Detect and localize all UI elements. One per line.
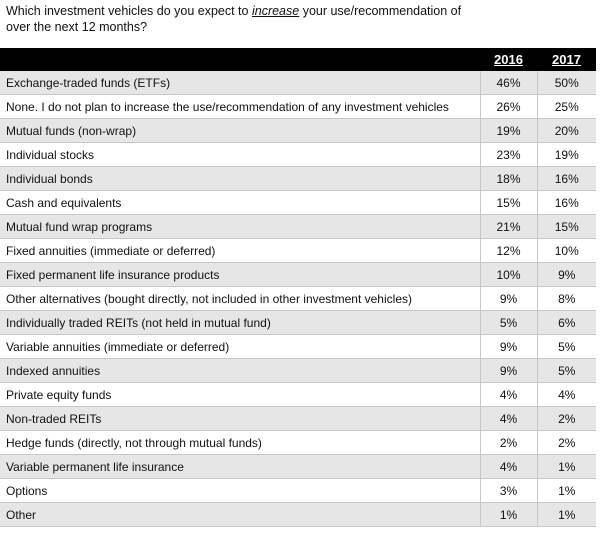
table-row: Hedge funds (directly, not through mutua… — [0, 430, 596, 455]
value-2016: 9% — [479, 334, 537, 359]
value-2017: 8% — [536, 286, 596, 311]
value-2017: 9% — [536, 262, 596, 287]
value-2016: 4% — [479, 406, 537, 431]
value-2016: 18% — [479, 166, 537, 191]
value-2017: 10% — [536, 238, 596, 263]
question-post: your use/recommendation of over the next… — [6, 4, 462, 34]
value-2016: 3% — [479, 478, 537, 503]
row-label: Other — [0, 502, 480, 527]
value-2017: 4% — [536, 382, 596, 407]
value-2016: 9% — [479, 286, 537, 311]
value-2016: 23% — [479, 142, 537, 167]
table-row: Other alternatives (bought directly, not… — [0, 286, 596, 311]
value-2017: 15% — [536, 214, 596, 239]
question-emphasis: increase — [251, 4, 300, 18]
value-2017: 50% — [536, 71, 596, 95]
value-2017: 2% — [536, 406, 596, 431]
value-2017: 2% — [536, 430, 596, 455]
row-label: Cash and equivalents — [0, 190, 480, 215]
question-text: Which investment vehicles do you expect … — [6, 3, 476, 35]
value-2017: 6% — [536, 310, 596, 335]
value-2016: 2% — [479, 430, 537, 455]
value-2016: 1% — [479, 502, 537, 527]
value-2017: 1% — [536, 502, 596, 527]
value-2016: 26% — [479, 94, 537, 119]
value-2017: 16% — [536, 166, 596, 191]
value-2016: 12% — [479, 238, 537, 263]
row-label: Hedge funds (directly, not through mutua… — [0, 430, 480, 455]
question-pre: Which investment vehicles do you expect … — [6, 4, 252, 18]
table-row: Mutual funds (non-wrap) 19% 20% — [0, 118, 596, 143]
table-row: Options 3% 1% — [0, 478, 596, 503]
row-label: Other alternatives (bought directly, not… — [0, 286, 480, 311]
row-label: Fixed annuities (immediate or deferred) — [0, 238, 480, 263]
header-2017: 2017 — [537, 48, 596, 71]
table-row: Variable permanent life insurance 4% 1% — [0, 454, 596, 479]
value-2016: 9% — [479, 358, 537, 383]
table-row: Private equity funds 4% 4% — [0, 382, 596, 407]
header-label — [0, 48, 480, 71]
table-row: Individual bonds 18% 16% — [0, 166, 596, 191]
row-label: Variable permanent life insurance — [0, 454, 480, 479]
value-2017: 5% — [536, 358, 596, 383]
table-row: Mutual fund wrap programs 21% 15% — [0, 214, 596, 239]
table-row: Non-traded REITs 4% 2% — [0, 406, 596, 431]
value-2016: 10% — [479, 262, 537, 287]
table-row: Fixed annuities (immediate or deferred) 1… — [0, 238, 596, 263]
value-2016: 46% — [479, 71, 537, 95]
value-2016: 19% — [479, 118, 537, 143]
row-label: Exchange-traded funds (ETFs) — [0, 71, 480, 95]
row-label: Variable annuities (immediate or deferre… — [0, 334, 480, 359]
value-2016: 15% — [479, 190, 537, 215]
row-label: Non-traded REITs — [0, 406, 480, 431]
value-2017: 19% — [536, 142, 596, 167]
table-row: Fixed permanent life insurance products 1… — [0, 262, 596, 287]
header-row: 2016 2017 — [0, 48, 596, 71]
value-2016: 21% — [479, 214, 537, 239]
table-row: Individual stocks 23% 19% — [0, 142, 596, 167]
value-2017: 16% — [536, 190, 596, 215]
table-row: Other 1% 1% — [0, 502, 596, 527]
row-label: Individual bonds — [0, 166, 480, 191]
row-label: Individual stocks — [0, 142, 480, 167]
value-2017: 5% — [536, 334, 596, 359]
row-label: Mutual fund wrap programs — [0, 214, 480, 239]
value-2017: 20% — [536, 118, 596, 143]
row-label: Fixed permanent life insurance products — [0, 262, 480, 287]
value-2016: 4% — [479, 382, 537, 407]
table-row: Exchange-traded funds (ETFs) 46% 50% — [0, 71, 596, 95]
row-label: None. I do not plan to increase the use/… — [0, 94, 480, 119]
table-row: Variable annuities (immediate or deferre… — [0, 334, 596, 359]
header-2016: 2016 — [480, 48, 537, 71]
table-row: None. I do not plan to increase the use/… — [0, 94, 596, 119]
value-2016: 4% — [479, 454, 537, 479]
row-label: Individually traded REITs (not held in m… — [0, 310, 480, 335]
value-2016: 5% — [479, 310, 537, 335]
row-label: Options — [0, 478, 480, 503]
row-label: Mutual funds (non-wrap) — [0, 118, 480, 143]
table-row: Individually traded REITs (not held in m… — [0, 310, 596, 335]
value-2017: 1% — [536, 478, 596, 503]
row-label: Private equity funds — [0, 382, 480, 407]
table-row: Cash and equivalents 15% 16% — [0, 190, 596, 215]
results-table: 2016 2017 Exchange-traded funds (ETFs) 46… — [0, 48, 596, 527]
value-2017: 1% — [536, 454, 596, 479]
table-row: Indexed annuities 9% 5% — [0, 358, 596, 383]
row-label: Indexed annuities — [0, 358, 480, 383]
value-2017: 25% — [536, 94, 596, 119]
